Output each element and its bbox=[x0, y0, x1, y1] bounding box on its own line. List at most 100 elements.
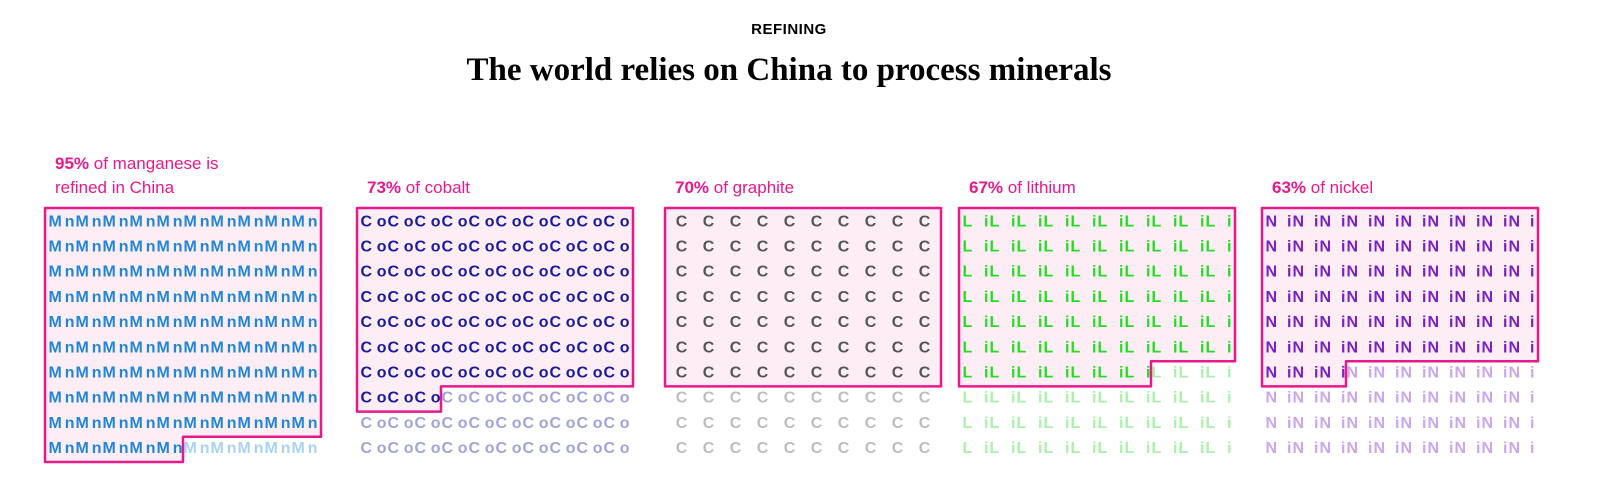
waffle-cell: C bbox=[757, 264, 769, 281]
waffle-cell: C bbox=[919, 264, 931, 281]
waffle-cell: Mn bbox=[130, 239, 156, 256]
waffle-cell: C bbox=[865, 239, 877, 256]
waffle-cell: C bbox=[676, 415, 688, 432]
waffle-cell: C bbox=[838, 264, 850, 281]
caption: 73% of cobalt bbox=[367, 176, 577, 200]
waffle-cell: Mn bbox=[76, 314, 102, 331]
waffle-cell: Co bbox=[496, 415, 522, 432]
waffle-cell: C bbox=[757, 365, 769, 382]
waffle-cell: Co bbox=[415, 415, 441, 432]
waffle-cell: C bbox=[784, 239, 796, 256]
waffle-cell: Mn bbox=[76, 289, 102, 306]
waffle-cell: Mn bbox=[184, 365, 210, 382]
waffle-cell: C bbox=[892, 339, 904, 356]
waffle-cell: C bbox=[757, 239, 769, 256]
waffle-cell: Li bbox=[1206, 415, 1232, 432]
waffle-cell: C bbox=[811, 314, 823, 331]
waffle-cell: C bbox=[838, 415, 850, 432]
waffle-cell: Ni bbox=[1428, 365, 1454, 382]
highlight-region bbox=[355, 206, 635, 413]
waffle-cell: C bbox=[892, 365, 904, 382]
caption: 63% of nickel bbox=[1272, 176, 1482, 200]
waffle-cell: C bbox=[919, 314, 931, 331]
waffle-cell: C bbox=[784, 213, 796, 230]
waffle-cell: Ni bbox=[1347, 365, 1373, 382]
waffle-cell: Mn bbox=[103, 289, 129, 306]
waffle-cell: Li bbox=[1017, 440, 1043, 457]
waffle-cell: Li bbox=[1071, 415, 1097, 432]
waffle-cell: Mn bbox=[49, 239, 75, 256]
waffle-cell: Ni bbox=[1482, 440, 1508, 457]
waffle-cell: C bbox=[919, 339, 931, 356]
waffle-cell: C bbox=[757, 314, 769, 331]
waffle-cell: Li bbox=[1206, 390, 1232, 407]
waffle-cell: Mn bbox=[211, 390, 237, 407]
waffle-cell: Mn bbox=[211, 264, 237, 281]
waffle-cell: C bbox=[892, 314, 904, 331]
waffle-cell: C bbox=[703, 390, 715, 407]
waffle-cell: Co bbox=[469, 415, 495, 432]
waffle-cell: Mn bbox=[211, 440, 237, 457]
highlight-region bbox=[1260, 206, 1540, 388]
waffle-cell: Co bbox=[469, 390, 495, 407]
waffle-cell: Mn bbox=[292, 289, 318, 306]
waffle-cell: C bbox=[676, 213, 688, 230]
waffle-cell: C bbox=[703, 339, 715, 356]
waffle-cell: C bbox=[676, 390, 688, 407]
waffle-cell: C bbox=[757, 289, 769, 306]
waffle-cell: C bbox=[919, 415, 931, 432]
waffle-cell: Mn bbox=[76, 239, 102, 256]
waffle-cell: Ni bbox=[1266, 415, 1292, 432]
waffle-cell: Ni bbox=[1401, 440, 1427, 457]
waffle-cell: Ni bbox=[1374, 390, 1400, 407]
waffle-cell: Mn bbox=[130, 440, 156, 457]
waffle-cell: Li bbox=[1044, 390, 1070, 407]
waffle-cell: Ni bbox=[1320, 415, 1346, 432]
waffle-cell: C bbox=[865, 390, 877, 407]
waffle-cell: C bbox=[811, 239, 823, 256]
waffle-cell: Mn bbox=[238, 339, 264, 356]
waffle-cell: Mn bbox=[130, 264, 156, 281]
caption-text: of manganese is refined in China bbox=[55, 154, 219, 197]
waffle-cell: Mn bbox=[103, 239, 129, 256]
waffle-cell: Ni bbox=[1455, 440, 1481, 457]
waffle-cell: Mn bbox=[49, 314, 75, 331]
waffle-cell: Mn bbox=[49, 365, 75, 382]
value-label: 95% bbox=[55, 154, 90, 173]
waffle-cell: Ni bbox=[1374, 415, 1400, 432]
waffle-cell: C bbox=[865, 314, 877, 331]
waffle-cell: Mn bbox=[211, 339, 237, 356]
waffle-cell: Mn bbox=[238, 239, 264, 256]
waffle-cell: Mn bbox=[211, 415, 237, 432]
waffle-cell: C bbox=[865, 339, 877, 356]
waffle-cell: C bbox=[730, 314, 742, 331]
waffle-cell: Mn bbox=[76, 213, 102, 230]
waffle-cell: Co bbox=[577, 415, 603, 432]
waffle-cell: Mn bbox=[184, 239, 210, 256]
caption: 67% of lithium bbox=[969, 176, 1179, 200]
waffle-cell: C bbox=[703, 440, 715, 457]
waffle-cell: C bbox=[919, 239, 931, 256]
waffle-cell: C bbox=[703, 314, 715, 331]
waffle-cell: Li bbox=[1098, 390, 1124, 407]
waffle-cell: Li bbox=[990, 390, 1016, 407]
waffle-cell: Mn bbox=[238, 440, 264, 457]
waffle-cell: Ni bbox=[1266, 390, 1292, 407]
waffle-cell: Mn bbox=[76, 440, 102, 457]
waffle-cell: Mn bbox=[130, 339, 156, 356]
waffle-cell: Li bbox=[1017, 415, 1043, 432]
waffle-cell: Mn bbox=[103, 415, 129, 432]
waffle-cell: Li bbox=[1071, 390, 1097, 407]
waffle-cell: C bbox=[703, 239, 715, 256]
waffle-cell: Ni bbox=[1482, 415, 1508, 432]
waffle-cell: Ni bbox=[1428, 440, 1454, 457]
waffle-cell: Li bbox=[1098, 440, 1124, 457]
waffle-cell: Mn bbox=[292, 239, 318, 256]
waffle-cell: Ni bbox=[1509, 440, 1535, 457]
waffle-cell: C bbox=[703, 415, 715, 432]
waffle-cell: C bbox=[784, 390, 796, 407]
waffle-cell: C bbox=[811, 390, 823, 407]
waffle-cell: Mn bbox=[211, 289, 237, 306]
waffle-cell: C bbox=[784, 365, 796, 382]
